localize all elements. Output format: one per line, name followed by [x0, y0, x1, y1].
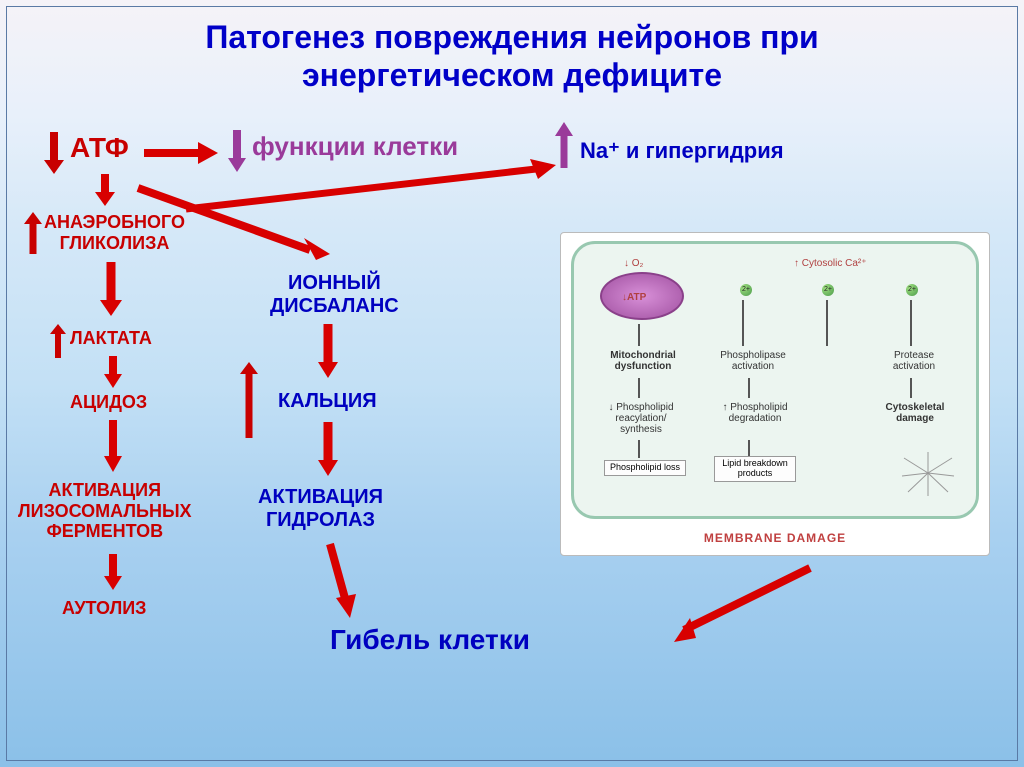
node-lysosomes: АКТИВАЦИЯ ЛИЗОСОМАЛЬНЫХ ФЕРМЕНТОВ	[18, 480, 192, 542]
node-na-hyper: Na⁺ и гипергидрия	[580, 138, 784, 163]
node-hydrolase: АКТИВАЦИЯ ГИДРОЛАЗ	[258, 486, 383, 532]
thin-arrow	[910, 300, 912, 346]
label-atp-mito: ↓ATP	[622, 292, 646, 303]
node-cellfunc: функции клетки	[252, 132, 458, 162]
box-lipid-breakdown: Lipid breakdown products	[714, 456, 796, 482]
node-ion-imbalance: ИОННЫЙ ДИСБАЛАНС	[270, 272, 399, 318]
node-celldeath: Гибель клетки	[330, 624, 530, 656]
node-acidosis: АЦИДОЗ	[70, 392, 147, 413]
box-phospholipid-loss: Phospholipid loss	[604, 460, 686, 476]
ca-dot-icon: 2+	[906, 284, 918, 296]
node-lactate: ЛАКТАТА	[70, 328, 152, 349]
label-o2: ↓ O₂	[624, 258, 643, 269]
node-autolysis: АУТОЛИЗ	[62, 598, 146, 619]
node-glycolysis: АНАЭРОБНОГО ГЛИКОЛИЗА	[44, 212, 185, 253]
damage-burst-icon	[898, 448, 958, 498]
node-atp: АТФ	[70, 132, 129, 164]
ca-dot-icon: 2+	[822, 284, 834, 296]
thin-arrow	[748, 378, 750, 398]
node-calcium: КАЛЬЦИЯ	[278, 390, 377, 413]
thin-arrow	[742, 300, 744, 346]
label-phospholipase: Phospholipase activation	[708, 350, 798, 372]
slide-title: Патогенез повреждения нейронов при энерг…	[0, 18, 1024, 95]
cell-membrane-outline: ↓ O₂ ↓ATP ↑ Cytosolic Ca²⁺ 2+ 2+ 2+ Mito…	[571, 241, 979, 519]
label-cytoskel: Cytoskeletal damage	[870, 402, 960, 424]
thin-arrow	[638, 324, 640, 346]
label-protease: Protease activation	[874, 350, 954, 372]
thin-arrow	[638, 440, 640, 458]
ca-dot-icon: 2+	[740, 284, 752, 296]
label-cytosolic-ca: ↑ Cytosolic Ca²⁺	[794, 258, 867, 269]
label-membrane-damage: MEMBRANE DAMAGE	[561, 531, 989, 545]
thin-arrow	[910, 378, 912, 398]
thin-arrow	[638, 378, 640, 398]
label-mito-dys: Mitochondrial dysfunction	[598, 350, 688, 372]
thin-arrow	[826, 300, 828, 346]
cell-diagram-panel: ↓ O₂ ↓ATP ↑ Cytosolic Ca²⁺ 2+ 2+ 2+ Mito…	[560, 232, 990, 556]
label-degrad: ↑ Phospholipid degradation	[708, 402, 802, 424]
label-reacyl: ↓ Phospholipid reacylation/ synthesis	[594, 402, 688, 435]
